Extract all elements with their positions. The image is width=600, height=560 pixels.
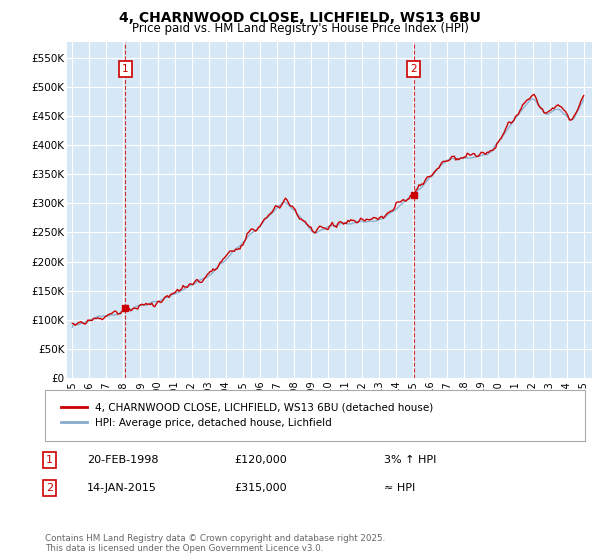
- Text: 2: 2: [46, 483, 53, 493]
- Text: 1: 1: [46, 455, 53, 465]
- Text: £315,000: £315,000: [234, 483, 287, 493]
- Text: 4, CHARNWOOD CLOSE, LICHFIELD, WS13 6BU: 4, CHARNWOOD CLOSE, LICHFIELD, WS13 6BU: [119, 11, 481, 25]
- Text: 3% ↑ HPI: 3% ↑ HPI: [384, 455, 436, 465]
- Text: £120,000: £120,000: [234, 455, 287, 465]
- Text: Contains HM Land Registry data © Crown copyright and database right 2025.
This d: Contains HM Land Registry data © Crown c…: [45, 534, 385, 553]
- Text: 1: 1: [122, 64, 129, 74]
- Text: 2: 2: [410, 64, 417, 74]
- Text: 20-FEB-1998: 20-FEB-1998: [87, 455, 158, 465]
- Text: Price paid vs. HM Land Registry's House Price Index (HPI): Price paid vs. HM Land Registry's House …: [131, 22, 469, 35]
- Text: ≈ HPI: ≈ HPI: [384, 483, 415, 493]
- Text: 14-JAN-2015: 14-JAN-2015: [87, 483, 157, 493]
- Legend: 4, CHARNWOOD CLOSE, LICHFIELD, WS13 6BU (detached house), HPI: Average price, de: 4, CHARNWOOD CLOSE, LICHFIELD, WS13 6BU …: [56, 398, 439, 433]
